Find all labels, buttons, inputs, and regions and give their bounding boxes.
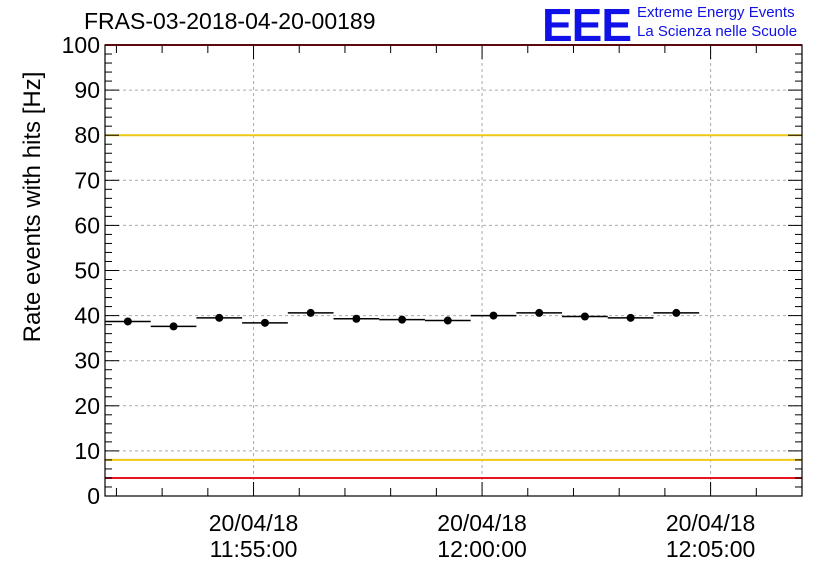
data-point: [123, 317, 132, 326]
y-tick-label: 80: [74, 122, 100, 148]
y-tick-label: 60: [74, 212, 100, 238]
data-point: [352, 314, 361, 323]
logo-caption-line-2: La Scienza nelle Scuole: [637, 23, 798, 40]
x-tick-label-time: 11:55:00: [210, 536, 298, 562]
data-point: [580, 312, 589, 321]
eee-logo: EEE: [542, 0, 632, 51]
y-tick-label: 70: [74, 167, 100, 193]
logo-caption-line-1: Extreme Energy Events: [637, 4, 795, 21]
x-tick-label-date: 20/04/18: [666, 510, 756, 536]
x-tick-label-time: 12:05:00: [666, 536, 756, 562]
y-tick-label: 90: [74, 77, 100, 103]
chart-title: FRAS-03-2018-04-20-00189: [84, 8, 376, 34]
data-point: [443, 316, 452, 325]
data-point: [398, 315, 407, 324]
data-point: [260, 318, 269, 327]
x-tick-label-date: 20/04/18: [437, 510, 527, 536]
y-tick-label: 0: [87, 483, 100, 509]
data-point: [489, 311, 498, 320]
x-tick-label-date: 20/04/18: [209, 510, 299, 536]
data-point: [535, 308, 544, 317]
y-tick-label: 100: [62, 32, 100, 58]
data-point: [306, 308, 315, 317]
data-point: [215, 313, 224, 322]
logo-caption: Extreme Energy Events La Scienza nelle S…: [637, 3, 797, 41]
y-tick-label: 20: [74, 393, 100, 419]
data-point: [626, 313, 635, 322]
x-tick-label-time: 12:00:00: [437, 536, 527, 562]
y-tick-label: 50: [74, 258, 100, 284]
y-tick-label: 30: [74, 348, 100, 374]
y-tick-label: 10: [74, 438, 100, 464]
data-point: [672, 308, 681, 317]
data-point: [169, 322, 178, 331]
y-tick-label: 40: [74, 303, 100, 329]
